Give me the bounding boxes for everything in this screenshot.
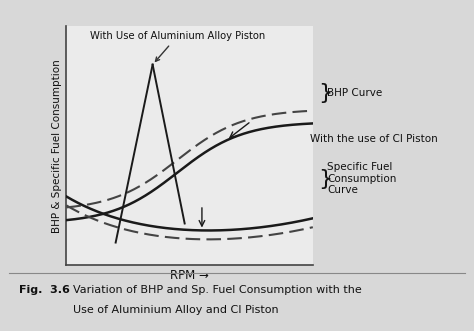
Text: }: } — [319, 169, 333, 189]
Text: With Use of Aluminium Alloy Piston: With Use of Aluminium Alloy Piston — [90, 31, 265, 61]
Text: Specific Fuel
Consumption
Curve: Specific Fuel Consumption Curve — [327, 162, 396, 195]
Text: Fig.  3.6: Fig. 3.6 — [19, 285, 70, 295]
Text: }: } — [319, 83, 333, 103]
Text: BHP Curve: BHP Curve — [327, 88, 383, 98]
Text: Use of Aluminium Alloy and CI Piston: Use of Aluminium Alloy and CI Piston — [73, 305, 279, 315]
X-axis label: RPM →: RPM → — [170, 269, 209, 282]
Text: Variation of BHP and Sp. Fuel Consumption with the: Variation of BHP and Sp. Fuel Consumptio… — [73, 285, 362, 295]
Y-axis label: BHP & Specific Fuel Consumption: BHP & Specific Fuel Consumption — [52, 59, 62, 232]
Text: With the use of CI Piston: With the use of CI Piston — [310, 134, 438, 144]
